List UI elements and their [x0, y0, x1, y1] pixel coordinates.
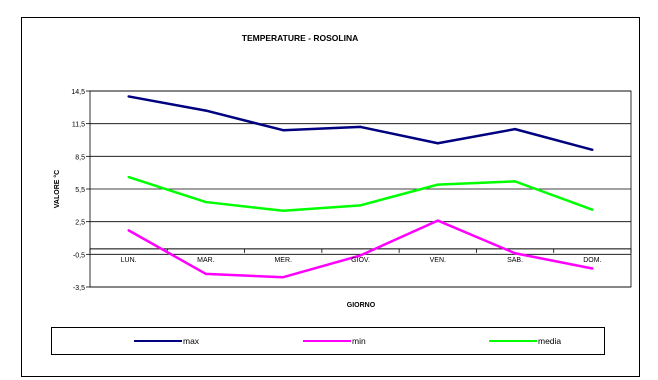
data-point-min [436, 219, 439, 222]
legend-label-max: max [183, 336, 200, 346]
y-tick-label: 11,5 [72, 122, 85, 129]
legend-item-min: min [303, 328, 366, 354]
x-axis-title: GIORNO [347, 302, 376, 309]
x-tick-label: VEN. [430, 257, 446, 264]
data-point-max [204, 109, 208, 112]
data-point-min [204, 272, 208, 276]
legend-swatch-min [303, 340, 351, 342]
legend-item-max: max [134, 328, 199, 354]
series-line-max [128, 95, 593, 152]
legend-swatch-media [489, 340, 537, 342]
series-lines [127, 95, 594, 279]
data-point-max [513, 127, 517, 131]
chart-title: TEMPERATURE - ROSOLINA [241, 33, 359, 43]
y-tick-label: 8,5 [75, 154, 85, 161]
y-tick-label: 2,5 [75, 220, 85, 227]
y-tick-label: -0,5 [73, 252, 85, 259]
data-point-media [359, 204, 362, 207]
legend-label-min: min [352, 336, 366, 346]
data-point-media [282, 209, 285, 212]
data-point-media [436, 183, 439, 186]
x-tick-label: LUN. [121, 257, 137, 264]
data-point-max [436, 142, 439, 145]
chart-frame [21, 17, 640, 377]
legend: max min media [51, 327, 605, 355]
y-tick-label: 5,5 [75, 187, 85, 194]
data-point-max [359, 125, 362, 129]
legend-label-media: media [538, 336, 562, 346]
data-point-min [282, 276, 285, 279]
data-point-min [359, 254, 362, 257]
data-point-media [127, 175, 130, 179]
plot-area [89, 90, 632, 288]
data-point-media [591, 208, 594, 211]
legend-item-media: media [489, 328, 561, 354]
data-point-media [513, 180, 517, 183]
y-tick-label: -3,5 [73, 285, 85, 292]
x-tick-label: DOM. [583, 257, 601, 264]
data-point-media [204, 200, 208, 204]
x-tick-label: SAB. [507, 257, 523, 264]
x-tick-label: MER. [274, 257, 292, 264]
x-tick-label: GIOV. [351, 257, 370, 264]
data-point-min [513, 252, 517, 255]
data-point-min [591, 267, 594, 270]
data-point-min [127, 229, 130, 232]
legend-swatch-max [134, 340, 182, 342]
data-point-max [127, 95, 130, 98]
data-point-max [282, 129, 285, 132]
data-point-max [591, 148, 594, 151]
x-tick-label: MAR. [197, 257, 215, 264]
axis-labels: 14,5 11,5 8,5 5,5 2,5 -0,5 -3,5 LUN. MAR. MER. GIO… [53, 89, 602, 309]
y-tick-label: 14,5 [71, 89, 85, 96]
y-axis-title: VALORE °C [53, 170, 61, 208]
